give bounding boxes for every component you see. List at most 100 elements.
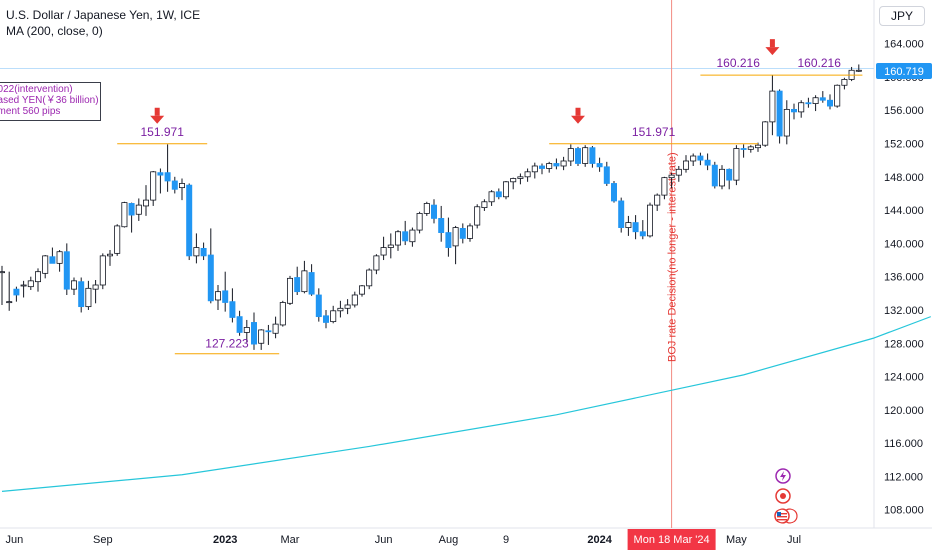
y-tick-label: 132.000 — [884, 305, 924, 317]
candle-body — [135, 204, 142, 215]
candle-body — [855, 69, 862, 72]
y-tick-label: 152.000 — [884, 139, 924, 151]
candle-body — [322, 315, 329, 323]
candle-body — [315, 294, 322, 318]
candle-body — [171, 180, 178, 190]
y-tick-label: 140.000 — [884, 238, 924, 250]
candle-body — [560, 160, 567, 167]
candle-body — [668, 174, 675, 179]
record-event-icon[interactable] — [775, 488, 791, 504]
candle-body — [402, 231, 409, 242]
candle-body — [719, 168, 726, 187]
candle-body — [805, 102, 812, 105]
candle-body — [474, 206, 481, 226]
x-tick-label: Mar — [281, 534, 300, 546]
candle-body — [834, 84, 841, 107]
us-flag-events-icon[interactable] — [773, 508, 799, 524]
candle-body — [178, 183, 185, 189]
candle-body — [762, 121, 769, 146]
candle-body — [683, 160, 690, 170]
x-tick-label: Jun — [6, 534, 24, 546]
last-price-value: 160.719 — [884, 66, 924, 78]
candle-body — [337, 307, 344, 312]
candle-body — [502, 181, 509, 198]
candle-body — [121, 202, 128, 228]
candle-body — [308, 272, 315, 295]
candle-body — [553, 163, 560, 167]
candle-body — [99, 255, 106, 286]
candle-body — [366, 269, 373, 287]
down-arrow-head — [765, 47, 780, 56]
price-annotation-label: 160.216 — [798, 56, 842, 70]
candle-body — [193, 247, 200, 257]
candle-body — [387, 244, 394, 248]
x-tick-label: Jul — [787, 534, 801, 546]
indicator-label[interactable]: MA (200, close, 0) — [6, 24, 103, 38]
candle-body — [639, 231, 646, 237]
candle-body — [546, 163, 553, 169]
candle-body — [0, 271, 5, 274]
x-tick-label: May — [726, 534, 747, 546]
y-tick-label: 128.000 — [884, 338, 924, 350]
y-tick-label: 124.000 — [884, 372, 924, 384]
candle-body — [733, 148, 740, 181]
intervention-note[interactable]: 2022(intervention) hased YEN(￥36 billion… — [0, 82, 101, 121]
candle-body — [539, 165, 546, 169]
lightning-event-icon[interactable] — [775, 468, 791, 484]
y-tick-label: 120.000 — [884, 405, 924, 417]
price-annotation-label: 160.216 — [717, 56, 761, 70]
candle-body — [791, 108, 798, 113]
candle-body — [107, 253, 114, 257]
candle-body — [661, 177, 668, 196]
candle-body — [358, 285, 365, 295]
candle-body — [330, 310, 337, 323]
down-arrow — [575, 107, 581, 116]
candle-body — [755, 144, 762, 149]
down-arrow-head — [150, 115, 165, 124]
candle-body — [20, 284, 27, 287]
candle-body — [582, 147, 589, 164]
candle-body — [632, 222, 639, 233]
candle-body — [294, 277, 301, 293]
candle-body — [200, 247, 207, 257]
crosshair-date-tag — [627, 529, 716, 550]
candle-body — [265, 330, 272, 333]
currency-selector[interactable]: JPY — [879, 6, 925, 26]
y-tick-label: 156.000 — [884, 105, 924, 117]
candle-body — [747, 146, 754, 150]
candle-body — [697, 155, 704, 161]
candle-body — [49, 256, 56, 264]
candle-body — [466, 225, 473, 239]
candle-body — [272, 323, 279, 334]
down-arrow-head — [571, 115, 585, 124]
candle-body — [214, 291, 221, 301]
candle-body — [142, 199, 149, 207]
candle-body — [488, 191, 495, 203]
down-arrow — [769, 39, 775, 48]
candle-body — [675, 168, 682, 176]
candle-body — [243, 327, 250, 333]
candle-body — [394, 231, 401, 246]
candle-body — [575, 148, 582, 164]
price-annotation-label: 127.223 — [205, 337, 249, 351]
candle-body — [150, 171, 157, 201]
candle-body — [35, 271, 42, 283]
candle-body — [13, 288, 20, 296]
candle-body — [286, 277, 293, 304]
candle-body — [114, 225, 121, 254]
candle-body — [207, 254, 214, 302]
candle-body — [812, 97, 819, 104]
candle-body — [618, 200, 625, 228]
price-axis — [874, 0, 932, 550]
x-tick-label: Jun — [375, 534, 393, 546]
candle-body — [524, 171, 531, 178]
candle-body — [92, 284, 99, 290]
candle-body — [841, 79, 848, 86]
candle-body — [740, 148, 747, 150]
candle-body — [589, 147, 596, 164]
x-tick-label: 2024 — [587, 534, 612, 546]
candle-body — [776, 90, 783, 137]
candle-body — [726, 168, 733, 181]
candle-body — [711, 164, 718, 187]
